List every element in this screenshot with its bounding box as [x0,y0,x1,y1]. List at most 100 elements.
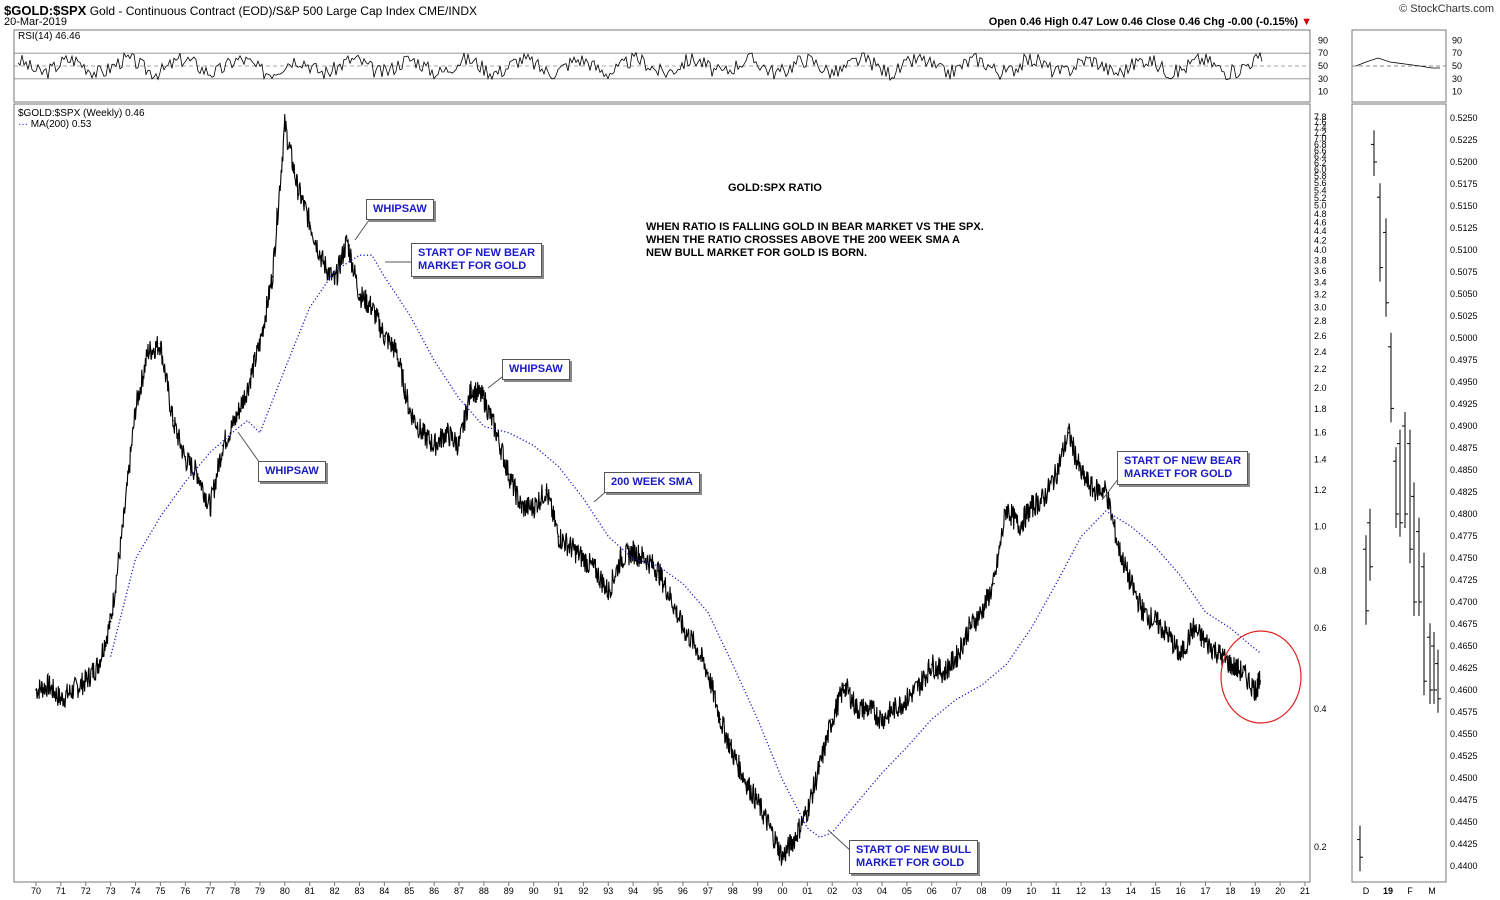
x-tick-label: 92 [578,886,588,896]
rsi-tick-label: 10 [1318,87,1328,97]
x-tick-label: 79 [255,886,265,896]
price-point [818,765,821,768]
x-tick-label: 95 [653,886,663,896]
x-tick-label: 86 [429,886,439,896]
price-point [1142,611,1145,613]
y-tick-label: 5.6 [1314,178,1327,188]
y-tick-label: 5.2 [1314,193,1327,203]
side-y-tick-label: 0.4425 [1450,839,1478,849]
y-tick-label: 5.8 [1314,171,1327,181]
x-tick-label: 81 [305,886,315,896]
price-point [122,525,124,528]
callout-whipsaw-1978: WHIPSAW [258,461,326,482]
rsi-line [17,51,1263,81]
price-point [1092,489,1095,491]
price-point [756,801,759,804]
x-tick-label: 82 [330,886,340,896]
side-y-tick-label: 0.4700 [1450,597,1478,607]
x-tick-label: 02 [827,886,837,896]
y-tick-label: 1.2 [1314,485,1327,495]
x-tick-label: 08 [977,886,987,896]
price-point [109,620,112,623]
x-tick-label: 13 [1101,886,1111,896]
callout-bull-2001-line2: MARKET FOR GOLD [856,857,965,869]
price-point [856,708,858,710]
price-point [445,431,448,434]
price-point [993,582,995,585]
price-point [794,836,796,839]
y-tick-label: 3.0 [1314,302,1327,312]
price-point [582,557,585,560]
x-tick-label: 00 [777,886,787,896]
side-rsi-tick-label: 30 [1452,74,1462,84]
price-point [532,506,535,509]
side-y-tick-label: 0.4925 [1450,399,1478,409]
side-y-tick-label: 0.4500 [1450,773,1478,783]
price-point [308,221,311,224]
x-tick-label: 17 [1200,886,1210,896]
price-point [918,684,921,687]
price-point [719,718,722,720]
price-point [97,663,100,666]
price-point [470,387,473,390]
x-tick-label: 97 [703,886,713,896]
x-tick-label: 84 [379,886,389,896]
price-point [1154,620,1157,623]
side-y-tick-label: 0.4825 [1450,487,1478,497]
x-tick-label: 98 [728,886,738,896]
price-point [72,689,75,691]
price-point [906,698,908,700]
price-point [433,444,435,447]
price-point [60,698,62,700]
price-point [507,473,510,475]
callout-whipsaw-1988: WHIPSAW [502,359,570,380]
side-y-tick-label: 0.4675 [1450,619,1478,629]
callout-bear-1983-line2: MARKET FOR GOLD [418,260,527,272]
price-point [420,431,423,434]
side-y-tick-label: 0.4550 [1450,729,1478,739]
price-point [147,351,149,353]
price-point [943,671,946,674]
x-tick-label: 19 [1250,886,1260,896]
symbol-description: Gold - Continuous Contract (EOD)/S&P 500… [89,4,477,18]
price-point [619,557,622,560]
side-y-tick-label: 0.5075 [1450,267,1478,277]
side-y-tick-label: 0.4625 [1450,663,1478,673]
x-tick-label: 91 [554,886,564,896]
price-point [495,431,498,434]
axis-layer: 7.87.67.47.27.06.86.66.46.26.05.85.65.45… [31,112,1327,896]
side-price-frame [1351,103,1447,883]
price-point [607,590,610,593]
x-tick-label: 96 [678,886,688,896]
y-tick-label: 7.0 [1314,134,1327,144]
side-y-tick-label: 0.5125 [1450,223,1478,233]
price-point [371,306,373,309]
callout-bull-2001: START OF NEW BULL MARKET FOR GOLD [849,840,979,874]
callout-bear-1983-line1: START OF NEW BEAR [418,247,536,259]
price-point [1130,582,1132,585]
side-x-tick-label: D [1363,886,1370,896]
side-layer: 90 70 50 30 10 0.5250 0.5225 0.5200 0.5175 0.5150… [1352,35,1478,896]
price-point [1042,497,1045,500]
side-rsi-tick-label: 50 [1452,61,1462,71]
annotation-note: WHEN RATIO IS FALLING GOLD IN BEAR MARKE… [646,221,984,260]
price-point [881,718,883,720]
price-point [47,684,50,687]
price-point [632,550,634,553]
price-point [395,351,398,353]
side-y-tick-label: 0.5000 [1450,333,1478,343]
price-point [172,419,174,422]
price-point [259,342,261,345]
x-tick-label: 16 [1176,886,1186,896]
price-point [159,342,162,345]
price-point [557,535,560,538]
y-tick-label: 5.0 [1314,201,1327,211]
price-point [769,827,771,829]
price-point [408,408,411,411]
side-x-tick-label: F [1407,886,1413,896]
side-y-tick-label: 0.5225 [1450,135,1478,145]
note-line-3: NEW BULL MARKET FOR GOLD IS BORN. [646,247,868,259]
x-tick-label: 77 [205,886,215,896]
y-tick-label: 2.8 [1314,316,1327,326]
price-point [731,752,734,755]
